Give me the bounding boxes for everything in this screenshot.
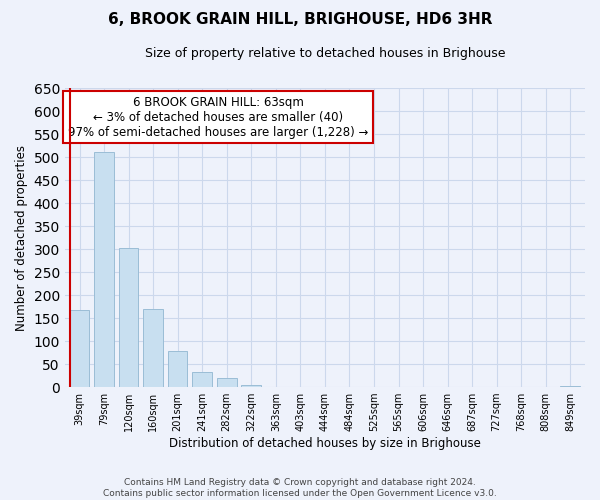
Bar: [168, 351, 187, 387]
X-axis label: Distribution of detached houses by size in Brighouse: Distribution of detached houses by size …: [169, 437, 481, 450]
Bar: [119, 248, 139, 387]
Y-axis label: Number of detached properties: Number of detached properties: [15, 144, 28, 330]
Bar: [560, 386, 580, 387]
Bar: [94, 152, 114, 387]
Text: Contains HM Land Registry data © Crown copyright and database right 2024.
Contai: Contains HM Land Registry data © Crown c…: [103, 478, 497, 498]
Bar: [193, 372, 212, 387]
Bar: [70, 310, 89, 387]
Bar: [217, 378, 236, 387]
Text: 6, BROOK GRAIN HILL, BRIGHOUSE, HD6 3HR: 6, BROOK GRAIN HILL, BRIGHOUSE, HD6 3HR: [108, 12, 492, 28]
Title: Size of property relative to detached houses in Brighouse: Size of property relative to detached ho…: [145, 48, 505, 60]
Bar: [241, 385, 261, 387]
Text: 6 BROOK GRAIN HILL: 63sqm
← 3% of detached houses are smaller (40)
97% of semi-d: 6 BROOK GRAIN HILL: 63sqm ← 3% of detach…: [68, 96, 368, 138]
Bar: [143, 310, 163, 387]
